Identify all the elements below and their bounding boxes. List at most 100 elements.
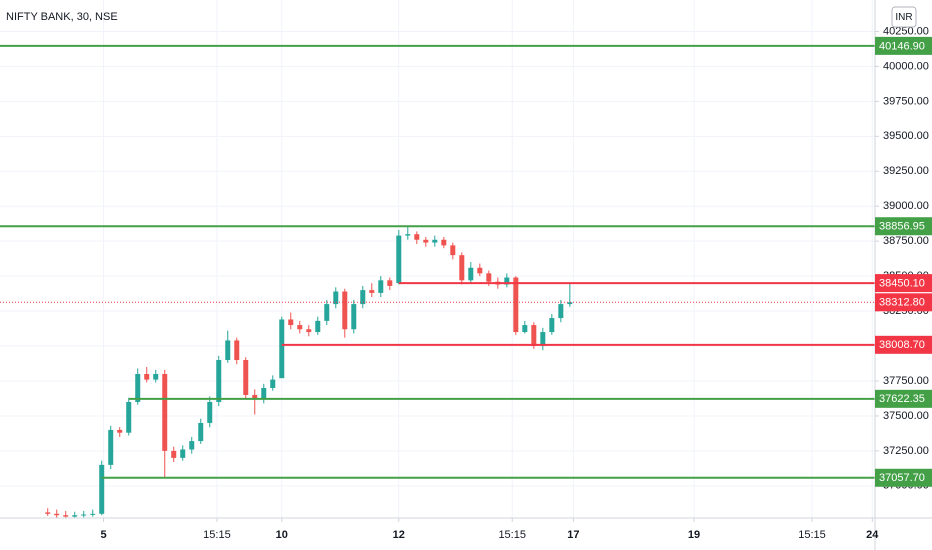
level-label: 37057.70 [879,472,925,484]
level-label: 38856.95 [879,221,925,233]
candle-body [342,291,348,330]
candle-body [135,373,141,402]
candle-body [189,441,195,450]
level-badge [875,36,932,55]
candle-body [288,319,294,326]
candle-body [81,514,87,516]
candle-body [333,291,339,305]
candle-body [423,239,429,243]
candle-body [225,340,231,361]
candle-body [441,239,447,246]
price-badges: 40146.90 38856.95 38450.10 38008.70 37622.35… [875,36,932,487]
candle-body [306,329,312,333]
x-tick-label: 15:15 [203,529,231,541]
level-label: 37622.35 [879,393,925,405]
candle-body [198,422,204,442]
x-tick-label: 5 [100,529,106,541]
candle-body [414,234,420,240]
candle-body [171,450,177,458]
candle-body [207,401,213,423]
y-tick-label: 39000.00 [883,200,929,212]
candles [45,225,573,518]
x-tick-label: 17 [567,529,579,541]
candle-body [315,320,321,333]
candle-body [396,235,402,284]
candle-body [144,373,150,380]
level-label: 38450.10 [879,278,925,290]
candle-body [450,245,456,256]
candle-body [387,280,393,286]
candle-body [477,267,483,274]
level-badge [875,389,932,408]
candle-body [558,304,564,319]
candle-body [360,290,366,305]
candle-body [351,304,357,330]
candle-body [243,360,249,395]
candle-body [153,373,159,380]
last-price-badge [875,293,932,312]
candle-body [270,379,276,388]
candle-body [162,373,168,451]
y-tick-label: 39750.00 [883,95,929,107]
candle-body [117,429,123,433]
candle-body [45,512,51,514]
x-tick-label: 19 [688,529,700,541]
level-label: 38008.70 [879,339,925,351]
candle-body [99,464,105,514]
y-tick-label: 37750.00 [883,375,929,387]
x-tick-label: 15:15 [498,529,526,541]
candle-body [531,325,537,347]
candle-body [297,325,303,330]
candle-body [261,387,267,400]
currency[interactable]: INR [895,12,912,23]
y-tick-label: 37250.00 [883,445,929,457]
candle-body [405,234,411,236]
candle-body [72,515,78,517]
candle-body [468,267,474,281]
candle-body [369,290,375,293]
levels [0,44,875,479]
candle-body [486,273,492,282]
last-price-label: 38312.80 [879,297,925,309]
candle-body [378,280,384,293]
candle-body [90,513,96,515]
level-label: 40146.90 [879,40,925,52]
candle-body [216,360,222,402]
candle-body [234,340,240,361]
candle-body [324,304,330,321]
candle-body [432,239,438,243]
candle-body [252,394,258,400]
candle-body [54,513,60,516]
level-badge [875,274,932,293]
x-tick-label: 10 [276,529,288,541]
candle-body [279,319,285,379]
candle-body [504,277,510,285]
candle-body [459,255,465,281]
y-tick-label: 40250.00 [883,25,929,37]
level-badge [875,468,932,487]
candle-body [108,429,114,465]
x-tick-label: 24 [866,529,879,541]
y-tick-label: 39250.00 [883,165,929,177]
candle-body [540,332,546,347]
candle-body [567,302,573,305]
x-tick-label: 15:15 [798,529,826,541]
level-badge [875,335,932,354]
y-tick-label: 38750.00 [883,235,929,247]
y-tick-label: 39500.00 [883,130,929,142]
level-badge [875,217,932,236]
candle-body [180,449,186,458]
candle-body [513,277,519,333]
candle-body [522,325,528,333]
y-tick-label: 37500.00 [883,410,929,422]
candle-body [63,515,69,517]
chart-title: NIFTY BANK, 30, NSE [6,11,118,23]
y-tick-label: 40000.00 [883,60,929,72]
currency-box[interactable] [891,6,917,28]
candle-body [126,401,132,433]
candle-body [549,318,555,333]
x-tick-label: 12 [393,529,405,541]
